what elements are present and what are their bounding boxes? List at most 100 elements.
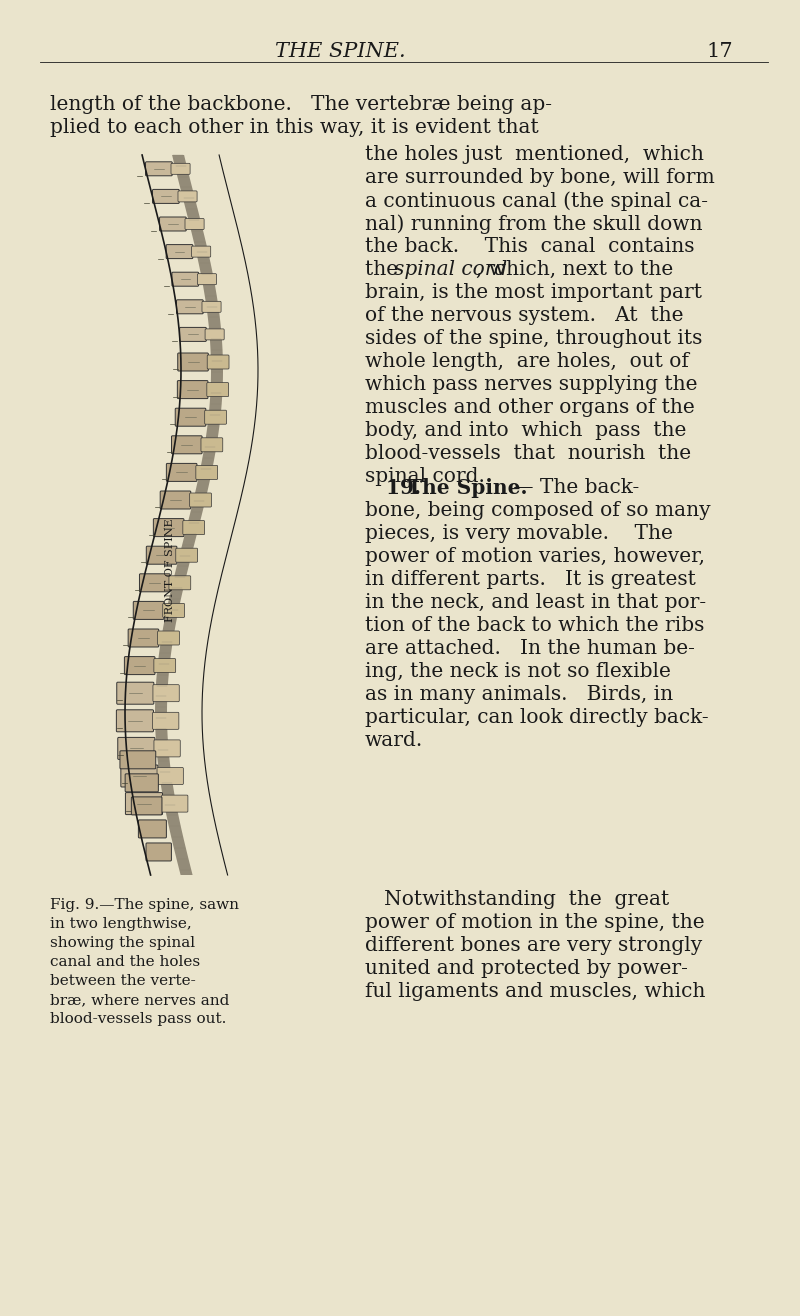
FancyBboxPatch shape xyxy=(205,411,226,424)
Text: sides of the spine, throughout its: sides of the spine, throughout its xyxy=(365,329,702,347)
Text: spinal cord: spinal cord xyxy=(394,261,507,279)
FancyBboxPatch shape xyxy=(154,658,176,672)
FancyBboxPatch shape xyxy=(126,792,162,815)
Text: ward.: ward. xyxy=(365,730,423,750)
FancyBboxPatch shape xyxy=(196,466,218,479)
FancyBboxPatch shape xyxy=(153,712,179,729)
FancyBboxPatch shape xyxy=(154,740,180,757)
Text: power of motion varies, however,: power of motion varies, however, xyxy=(365,547,705,566)
Text: FRONT OF SPINE: FRONT OF SPINE xyxy=(165,519,175,622)
Text: pieces, is very movable.    The: pieces, is very movable. The xyxy=(365,524,673,544)
FancyBboxPatch shape xyxy=(190,494,211,507)
Text: the: the xyxy=(365,261,405,279)
Text: are surrounded by bone, will form: are surrounded by bone, will form xyxy=(365,168,714,187)
FancyBboxPatch shape xyxy=(146,546,177,565)
FancyBboxPatch shape xyxy=(134,601,164,620)
Text: muscles and other organs of the: muscles and other organs of the xyxy=(365,397,694,417)
FancyBboxPatch shape xyxy=(157,767,183,784)
FancyBboxPatch shape xyxy=(180,328,206,341)
Text: bræ, where nerves and: bræ, where nerves and xyxy=(50,994,230,1007)
Text: the back.    This  canal  contains: the back. This canal contains xyxy=(365,237,694,257)
FancyBboxPatch shape xyxy=(205,329,224,340)
FancyBboxPatch shape xyxy=(139,574,170,592)
Text: showing the spinal: showing the spinal xyxy=(50,936,195,950)
Text: THE SPINE.: THE SPINE. xyxy=(274,42,406,61)
Text: Notwithstanding  the  great: Notwithstanding the great xyxy=(365,890,670,909)
FancyBboxPatch shape xyxy=(131,797,162,815)
Text: united and protected by power-: united and protected by power- xyxy=(365,959,688,978)
Text: power of motion in the spine, the: power of motion in the spine, the xyxy=(365,913,705,932)
FancyBboxPatch shape xyxy=(169,576,190,590)
FancyBboxPatch shape xyxy=(118,737,155,759)
Text: nal) running from the skull down: nal) running from the skull down xyxy=(365,215,702,234)
Text: 19.: 19. xyxy=(365,478,428,497)
FancyBboxPatch shape xyxy=(171,163,190,174)
Text: particular, can look directly back-: particular, can look directly back- xyxy=(365,708,709,726)
FancyBboxPatch shape xyxy=(177,300,203,313)
FancyBboxPatch shape xyxy=(120,751,156,769)
Text: spinal cord.: spinal cord. xyxy=(365,467,485,486)
FancyBboxPatch shape xyxy=(116,709,154,732)
FancyBboxPatch shape xyxy=(153,190,179,204)
Text: tion of the back to which the ribs: tion of the back to which the ribs xyxy=(365,616,704,636)
FancyBboxPatch shape xyxy=(201,438,222,451)
Text: in different parts.   It is greatest: in different parts. It is greatest xyxy=(365,570,696,590)
FancyBboxPatch shape xyxy=(171,436,202,454)
Text: length of the backbone.   The vertebræ being ap-: length of the backbone. The vertebræ bei… xyxy=(50,95,552,114)
Text: of the nervous system.   At  the: of the nervous system. At the xyxy=(365,307,683,325)
Text: the holes just  mentioned,  which: the holes just mentioned, which xyxy=(365,145,704,164)
FancyBboxPatch shape xyxy=(153,684,179,701)
FancyBboxPatch shape xyxy=(124,657,155,675)
FancyBboxPatch shape xyxy=(138,820,166,838)
Text: between the verte-: between the verte- xyxy=(50,974,196,988)
FancyBboxPatch shape xyxy=(166,245,193,259)
Text: whole length,  are holes,  out of: whole length, are holes, out of xyxy=(365,351,689,371)
Text: — The back-: — The back- xyxy=(507,478,639,497)
FancyBboxPatch shape xyxy=(176,549,198,562)
FancyBboxPatch shape xyxy=(162,795,188,812)
FancyBboxPatch shape xyxy=(198,274,217,284)
FancyBboxPatch shape xyxy=(166,463,197,482)
FancyBboxPatch shape xyxy=(172,272,198,286)
Text: bone, being composed of so many: bone, being composed of so many xyxy=(365,501,710,520)
FancyBboxPatch shape xyxy=(207,355,229,368)
Text: brain, is the most important part: brain, is the most important part xyxy=(365,283,702,301)
FancyBboxPatch shape xyxy=(158,630,179,645)
Text: in two lengthwise,: in two lengthwise, xyxy=(50,917,192,930)
Text: 17: 17 xyxy=(706,42,734,61)
Text: blood-vessels  that  nourish  the: blood-vessels that nourish the xyxy=(365,443,691,463)
FancyBboxPatch shape xyxy=(192,246,210,257)
FancyBboxPatch shape xyxy=(162,604,185,617)
Text: ing, the neck is not so flexible: ing, the neck is not so flexible xyxy=(365,662,671,680)
Text: , which, next to the: , which, next to the xyxy=(476,261,674,279)
Text: body, and into  which  pass  the: body, and into which pass the xyxy=(365,421,686,440)
FancyBboxPatch shape xyxy=(160,491,190,509)
FancyBboxPatch shape xyxy=(159,217,186,232)
FancyBboxPatch shape xyxy=(117,682,154,704)
FancyBboxPatch shape xyxy=(178,191,197,201)
Text: ful ligaments and muscles, which: ful ligaments and muscles, which xyxy=(365,982,706,1001)
Text: blood-vessels pass out.: blood-vessels pass out. xyxy=(50,1012,226,1026)
FancyBboxPatch shape xyxy=(185,218,204,229)
FancyBboxPatch shape xyxy=(202,301,221,312)
FancyBboxPatch shape xyxy=(121,765,158,787)
FancyBboxPatch shape xyxy=(154,519,184,537)
Text: in the neck, and least in that por-: in the neck, and least in that por- xyxy=(365,594,706,612)
FancyBboxPatch shape xyxy=(146,162,172,176)
FancyBboxPatch shape xyxy=(178,353,208,371)
FancyBboxPatch shape xyxy=(125,774,158,792)
FancyBboxPatch shape xyxy=(128,629,158,647)
Text: which pass nerves supplying the: which pass nerves supplying the xyxy=(365,375,698,393)
Text: The Spine.: The Spine. xyxy=(407,478,527,497)
FancyBboxPatch shape xyxy=(183,521,205,534)
Text: a continuous canal (the spinal ca-: a continuous canal (the spinal ca- xyxy=(365,191,708,211)
Text: different bones are very strongly: different bones are very strongly xyxy=(365,936,702,955)
Text: Fig. 9.—The spine, sawn: Fig. 9.—The spine, sawn xyxy=(50,898,239,912)
FancyBboxPatch shape xyxy=(146,844,171,861)
Text: are attached.   In the human be-: are attached. In the human be- xyxy=(365,640,695,658)
Text: canal and the holes: canal and the holes xyxy=(50,955,200,969)
Text: plied to each other in this way, it is evident that: plied to each other in this way, it is e… xyxy=(50,118,538,137)
Text: as in many animals.   Birds, in: as in many animals. Birds, in xyxy=(365,686,673,704)
FancyBboxPatch shape xyxy=(207,383,229,396)
FancyBboxPatch shape xyxy=(175,408,206,426)
